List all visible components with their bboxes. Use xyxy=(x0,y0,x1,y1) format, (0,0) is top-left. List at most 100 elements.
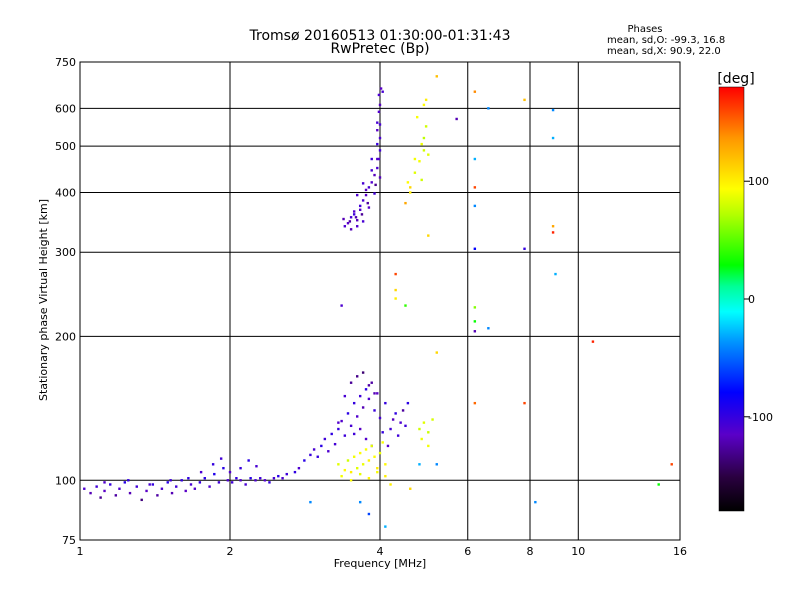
data-point xyxy=(374,183,377,187)
data-point xyxy=(376,128,379,132)
data-point xyxy=(166,481,169,484)
data-point xyxy=(473,320,477,323)
data-point xyxy=(145,489,148,493)
data-point xyxy=(427,431,430,434)
data-point xyxy=(247,459,250,462)
y-tick-label: 75 xyxy=(62,534,76,547)
data-point xyxy=(123,481,126,484)
data-point xyxy=(128,491,132,495)
data-point xyxy=(396,434,400,437)
data-point xyxy=(309,500,312,504)
data-point xyxy=(415,115,419,119)
data-point xyxy=(418,160,421,163)
x-tick-label: 4 xyxy=(377,545,384,558)
data-point xyxy=(358,500,362,504)
data-point xyxy=(435,463,438,466)
data-point xyxy=(473,186,477,189)
data-point xyxy=(523,401,526,405)
data-point xyxy=(340,304,343,307)
data-point xyxy=(427,444,430,448)
data-point xyxy=(401,409,405,412)
data-point xyxy=(364,437,368,441)
data-point xyxy=(277,474,280,478)
data-point xyxy=(361,182,365,185)
stats-line-o: mean, sd,O: -99.3, 16.8 xyxy=(607,35,725,46)
data-point xyxy=(355,415,359,418)
data-point xyxy=(381,90,384,93)
data-point xyxy=(409,186,412,189)
data-point xyxy=(259,477,262,480)
data-point xyxy=(413,157,417,161)
data-point xyxy=(309,453,312,457)
data-point xyxy=(394,297,397,300)
data-point xyxy=(367,477,371,480)
data-point xyxy=(297,466,301,470)
data-point xyxy=(249,477,252,480)
data-point xyxy=(373,409,376,412)
data-point xyxy=(343,225,347,228)
data-point xyxy=(244,483,247,486)
data-point xyxy=(427,153,430,156)
data-point xyxy=(554,272,557,276)
data-point xyxy=(118,487,121,490)
data-point xyxy=(551,108,555,112)
y-tick-label: 300 xyxy=(55,246,76,259)
data-point xyxy=(352,210,356,213)
data-point xyxy=(373,455,376,458)
y-axis-label: Stationary phase Virtual Height [km] xyxy=(37,199,50,401)
data-point xyxy=(263,479,267,482)
data-point xyxy=(109,483,112,486)
data-point xyxy=(418,463,421,466)
data-point xyxy=(343,468,347,472)
colorbar-label: [deg] xyxy=(717,71,754,87)
data-point xyxy=(355,466,359,470)
data-point xyxy=(361,406,365,409)
data-point xyxy=(473,157,477,161)
plot-frame xyxy=(79,61,681,541)
data-point xyxy=(384,474,387,478)
data-point xyxy=(384,401,387,405)
data-point xyxy=(376,470,379,474)
data-point xyxy=(169,479,172,482)
data-point xyxy=(551,136,555,140)
stats-header: Phases xyxy=(627,24,662,35)
data-point xyxy=(455,117,458,121)
data-point xyxy=(358,204,362,208)
data-point xyxy=(217,481,221,484)
data-point xyxy=(376,166,379,170)
data-point xyxy=(170,491,174,495)
data-point xyxy=(370,381,373,384)
data-point xyxy=(361,371,365,374)
data-point xyxy=(427,234,430,237)
data-point xyxy=(591,340,595,343)
data-point xyxy=(337,421,340,424)
x-tick-label: 8 xyxy=(527,545,534,558)
data-point xyxy=(523,98,526,102)
data-point xyxy=(420,178,423,182)
data-point xyxy=(349,470,353,474)
data-point xyxy=(228,470,232,474)
data-point xyxy=(376,157,379,161)
data-point xyxy=(413,171,417,174)
data-point xyxy=(330,432,333,436)
data-point xyxy=(409,191,412,194)
data-point xyxy=(435,75,438,78)
data-point xyxy=(378,149,382,152)
data-point xyxy=(203,477,206,480)
data-point xyxy=(422,103,426,107)
data-point xyxy=(422,136,426,140)
data-point xyxy=(379,87,383,90)
data-point xyxy=(151,483,155,486)
data-point xyxy=(378,123,382,126)
data-point xyxy=(409,487,412,490)
data-point xyxy=(551,231,555,234)
data-point xyxy=(377,110,381,114)
data-point xyxy=(404,201,407,205)
data-point xyxy=(239,479,242,482)
x-axis-ticks: 1 2 4 6 8 10 16 xyxy=(77,545,688,558)
data-point xyxy=(358,394,362,398)
data-point xyxy=(343,394,347,398)
data-point xyxy=(354,216,358,219)
data-point xyxy=(193,487,197,490)
x-tick-label: 6 xyxy=(464,545,471,558)
